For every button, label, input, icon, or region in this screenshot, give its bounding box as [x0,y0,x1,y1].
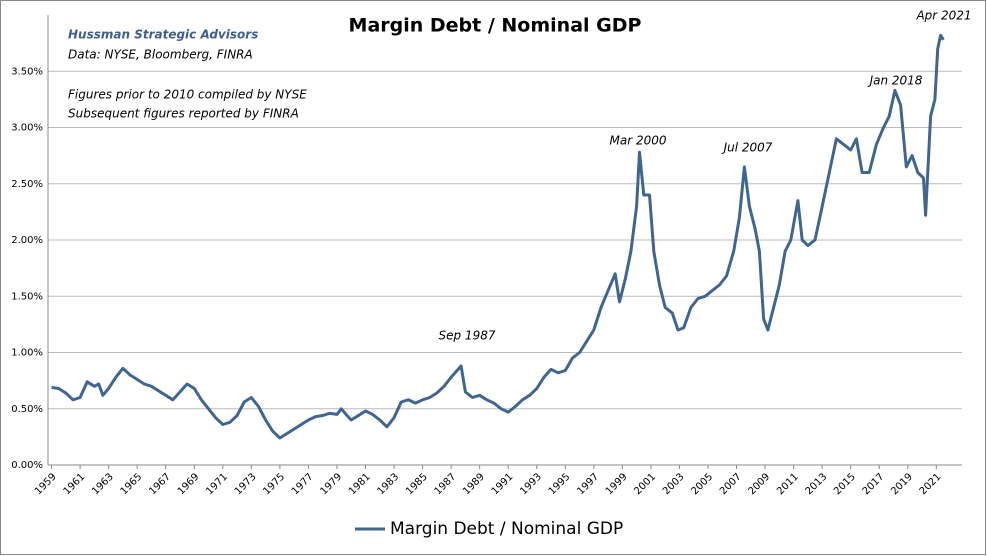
note: Figures prior to 2010 compiled by NYSE [68,88,307,102]
y-tick-label: 1.50% [11,291,43,302]
note: Data: NYSE, Bloomberg, FINRA [68,48,253,62]
legend-label: Margin Debt / Nominal GDP [390,519,623,539]
note: Hussman Strategic Advisors [68,28,258,42]
y-tick-label: 2.50% [11,179,43,190]
series-line [51,33,945,440]
y-tick-label: 2.00% [11,235,43,246]
annotation: Jan 2018 [868,74,923,88]
y-tick-label: 3.00% [11,123,43,134]
annotation: Jul 2007 [722,141,773,155]
chart-title: Margin Debt / Nominal GDP [349,15,642,37]
y-tick-label: 1.00% [11,348,43,359]
note: Subsequent figures reported by FINRA [68,107,299,121]
y-tick-label: 0.00% [11,460,43,471]
y-tick-label: 3.50% [11,66,43,77]
annotation: Apr 2021 [915,9,971,23]
y-tick-label: 0.50% [11,404,43,415]
annotation: Sep 1987 [439,329,496,343]
annotation: Mar 2000 [610,134,667,148]
